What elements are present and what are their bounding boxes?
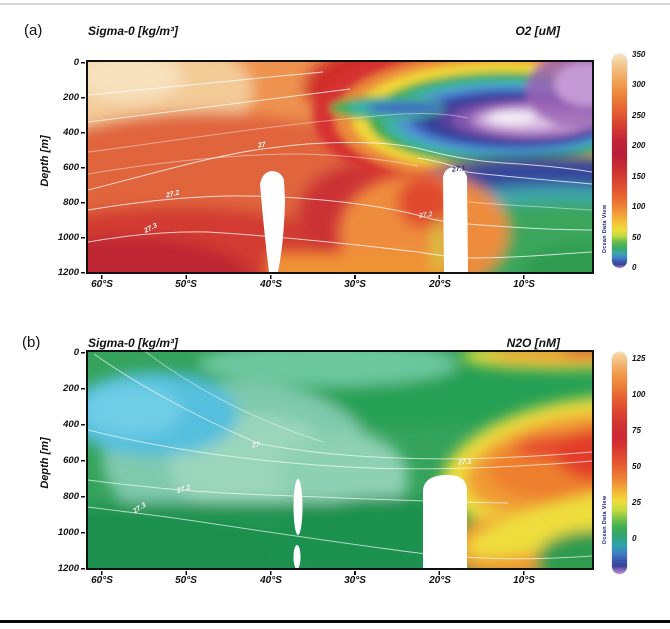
b-lat-50s: 50°S	[175, 575, 197, 586]
b-cb-100: 100	[632, 390, 646, 399]
a-lat-30s: 30°S	[344, 279, 366, 290]
a-cb-300: 300	[632, 80, 646, 89]
a-cb-0: 0	[632, 263, 637, 272]
b-depth-400: 400	[63, 419, 79, 430]
b-depth-0: 0	[73, 347, 79, 358]
a-cb-100: 100	[632, 202, 646, 211]
panel-a-title-left: Sigma-0 [kg/m³]	[88, 24, 179, 38]
b-cb-75: 75	[632, 426, 641, 435]
a-cb-200: 200	[632, 141, 646, 150]
a-lat-50s: 50°S	[175, 279, 197, 290]
panel-b-letter: (b)	[22, 334, 41, 351]
b-depth-1200: 1200	[57, 563, 79, 574]
a-depth-800: 800	[63, 197, 79, 208]
b-lat-30s: 30°S	[344, 575, 366, 586]
b-cb-50: 50	[632, 462, 641, 471]
panel-b-ytick-marks	[81, 352, 85, 570]
data-gaps-a	[260, 167, 468, 272]
a-lat-10s: 10°S	[513, 279, 535, 290]
panel-a-plot	[86, 60, 594, 274]
b-lat-60s: 60°S	[91, 575, 113, 586]
n2o-maximum	[442, 352, 592, 568]
panel-b-plot	[86, 350, 594, 570]
sigma0-contours-b	[88, 352, 592, 560]
sigma0-contours-a	[88, 71, 592, 259]
a-cb-150: 150	[632, 172, 646, 181]
contour-label-27-1-b: 27.1	[457, 458, 472, 467]
a-lat-60s: 60°S	[91, 279, 113, 290]
b-depth-800: 800	[63, 491, 79, 502]
b-lat-40s: 40°S	[260, 575, 282, 586]
panel-a-title-right: O2 [uM]	[515, 24, 560, 38]
a-cb-50: 50	[632, 233, 641, 242]
b-depth-600: 600	[63, 455, 79, 466]
panel-a-letter: (a)	[24, 22, 43, 39]
o2-omz-rings	[313, 62, 592, 195]
a-cb-350: 350	[632, 50, 646, 59]
data-gaps-b	[293, 474, 467, 568]
panel-b-xtick-marks	[101, 571, 527, 575]
panel-b-title-right: N2O [nM]	[506, 336, 560, 350]
b-depth-1000: 1000	[57, 527, 79, 538]
n2o-colorbar	[612, 352, 627, 574]
a-depth-400: 400	[63, 127, 79, 138]
a-lat-20s: 20°S	[429, 279, 451, 290]
b-lat-10s: 10°S	[513, 575, 535, 586]
contour-label-27-b: 27	[251, 441, 261, 450]
b-cb-0: 0	[632, 534, 637, 543]
a-lat-40s: 40°S	[260, 279, 282, 290]
top-rule	[0, 3, 670, 5]
panel-a-xtick-marks	[101, 275, 527, 279]
contour-label-27-a: 27	[257, 141, 267, 150]
bottom-rule	[0, 620, 670, 623]
a-depth-200: 200	[63, 92, 79, 103]
b-cb-125: 125	[632, 354, 646, 363]
a-depth-600: 600	[63, 162, 79, 173]
panel-a-ytick-marks	[81, 62, 85, 274]
a-cb-250: 250	[632, 111, 646, 120]
b-depth-200: 200	[63, 383, 79, 394]
b-cb-25: 25	[632, 498, 641, 507]
a-depth-1200: 1200	[57, 267, 79, 278]
a-depth-1000: 1000	[57, 232, 79, 243]
odv-watermark-b: Ocean Data View	[602, 495, 608, 545]
b-lat-20s: 20°S	[429, 575, 451, 586]
odv-watermark-a: Ocean Data View	[602, 204, 608, 254]
o2-section-field	[88, 62, 592, 272]
o2-colorbar	[612, 54, 627, 268]
n2o-section-field	[88, 352, 592, 568]
a-depth-0: 0	[73, 57, 79, 68]
panel-b-title-left: Sigma-0 [kg/m³]	[88, 336, 179, 350]
